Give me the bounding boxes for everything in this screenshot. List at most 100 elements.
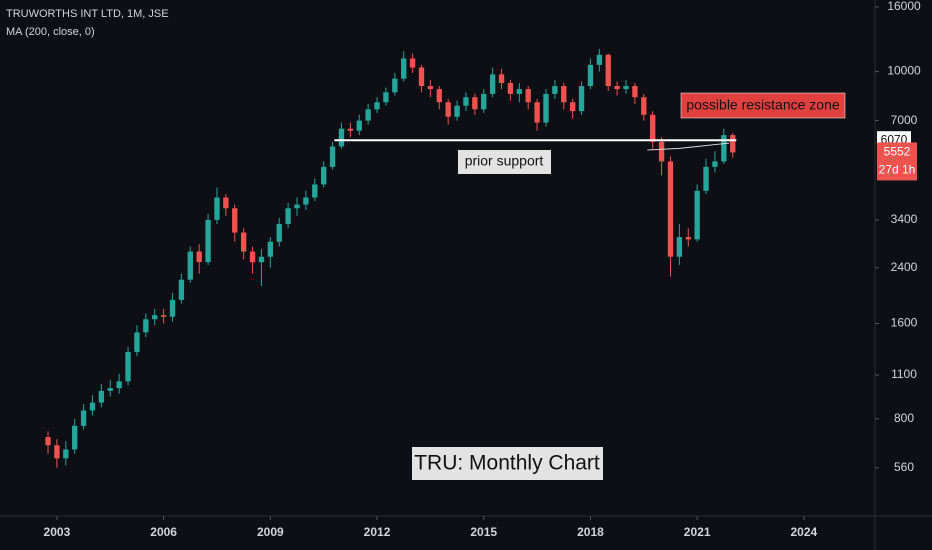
candle-body — [534, 102, 540, 123]
candle-body — [552, 86, 558, 94]
candle-body — [312, 184, 318, 198]
candle-body — [303, 197, 309, 205]
x-tick-label: 2003 — [44, 525, 71, 539]
candle-body — [54, 445, 60, 459]
candle-body — [232, 208, 238, 233]
candle-body — [516, 89, 522, 94]
annotation: possible resistance zone — [686, 97, 840, 113]
countdown-label: 27d 1h — [879, 163, 916, 177]
x-tick-label: 2009 — [257, 525, 284, 539]
y-tick-label: 1600 — [891, 316, 918, 330]
last-price-label: 5552 — [884, 145, 911, 159]
x-tick-label: 2018 — [577, 525, 604, 539]
x-tick-label: 2006 — [150, 525, 177, 539]
candle-body — [160, 315, 167, 317]
candle-body — [374, 102, 380, 110]
candle-body — [89, 402, 96, 411]
candle-body — [294, 204, 300, 209]
candle-body — [507, 83, 514, 94]
candle-body — [143, 319, 149, 333]
candle-body — [249, 251, 256, 263]
candle-body — [658, 141, 665, 162]
candle-body — [463, 97, 469, 106]
candle-body — [365, 109, 371, 121]
candle-body — [329, 146, 336, 167]
y-tick-label: 560 — [894, 460, 914, 474]
candle-body — [223, 197, 229, 209]
chart-title: TRUWORTHS INT LTD, 1M, JSE — [6, 8, 169, 20]
y-tick-label: 10000 — [887, 64, 921, 78]
candle-body — [187, 251, 193, 280]
candle-body — [623, 86, 629, 90]
candle-body — [578, 86, 585, 112]
candle-body — [569, 102, 576, 112]
candle-body — [427, 86, 434, 90]
candle-body — [152, 315, 158, 320]
candle-body — [481, 93, 487, 110]
last-price-box — [877, 142, 917, 181]
candle-body — [196, 251, 202, 263]
candle-body — [205, 219, 211, 263]
y-tick-label: 2400 — [891, 260, 918, 274]
y-tick-label: 800 — [894, 411, 914, 425]
candle-body — [276, 223, 282, 242]
candle-body — [214, 197, 220, 220]
candle-body — [240, 232, 247, 252]
x-tick-label: 2012 — [364, 525, 391, 539]
candle-body — [267, 241, 273, 257]
candle-body — [730, 135, 736, 153]
annotation-box — [458, 150, 551, 174]
candle-body — [356, 120, 362, 131]
candle-body — [409, 58, 416, 68]
candle-body — [63, 449, 69, 459]
x-tick-label: 2021 — [684, 525, 711, 539]
candle-body — [436, 89, 442, 103]
candle-body — [650, 114, 656, 142]
candle-body — [116, 381, 122, 389]
candle-body — [498, 74, 505, 84]
candle-body — [712, 161, 718, 167]
candle-body — [134, 332, 140, 353]
candle-body — [596, 54, 603, 65]
candle-body — [72, 425, 78, 450]
x-tick-label: 2015 — [470, 525, 497, 539]
candle-body — [169, 299, 176, 317]
candle-body — [178, 279, 185, 300]
candle-body — [472, 97, 478, 110]
candle-body — [285, 208, 291, 224]
candle-body — [418, 67, 425, 87]
candle-body — [347, 128, 354, 131]
candle-body — [321, 166, 327, 185]
candle-body — [694, 190, 700, 240]
annotation-box — [680, 92, 846, 119]
candle-body — [721, 135, 727, 162]
candle-body — [80, 410, 87, 426]
candle-body — [703, 166, 709, 191]
candle-body — [338, 128, 345, 147]
candle-body — [543, 93, 549, 123]
ma-line — [647, 142, 730, 151]
candle-body — [125, 352, 131, 382]
candle-body — [445, 102, 451, 117]
candle-body — [107, 388, 113, 391]
y-tick-label: 1100 — [891, 367, 917, 381]
x-tick-label: 2024 — [791, 525, 818, 539]
candle-body — [401, 58, 407, 79]
candle-body — [383, 92, 389, 103]
y-tick-label: 3400 — [891, 212, 918, 226]
candle-body — [561, 86, 567, 103]
candle-body — [525, 89, 531, 103]
annotation-box — [412, 447, 603, 480]
indicator-label: MA (200, close, 0) — [6, 26, 95, 38]
candle-body — [45, 437, 51, 446]
candle-body — [98, 390, 105, 403]
candle-body — [587, 64, 594, 87]
candle-body — [667, 161, 674, 257]
y-tick-label: 7000 — [891, 113, 918, 127]
candle-body — [685, 237, 691, 240]
annotation: TRU: Monthly Chart — [414, 452, 600, 475]
candle-body — [676, 237, 683, 257]
candle-body — [641, 97, 647, 115]
annotation: prior support — [465, 153, 544, 169]
